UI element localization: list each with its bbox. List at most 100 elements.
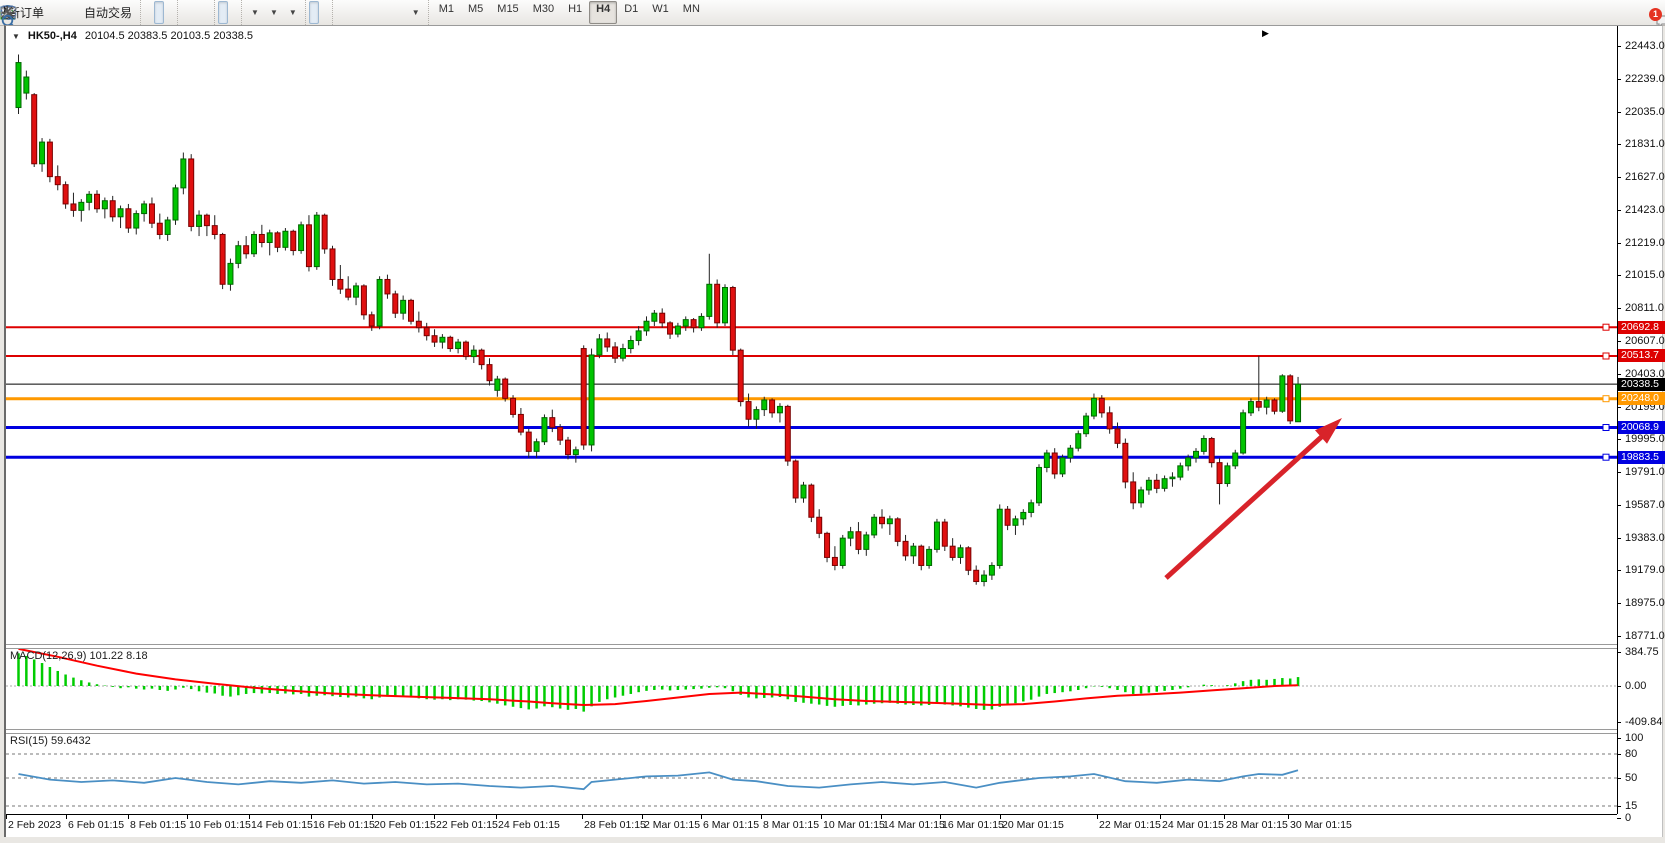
price-tick xyxy=(1617,144,1621,146)
candle-body-down xyxy=(125,208,132,229)
price-tick xyxy=(1617,111,1621,113)
candle-body-up xyxy=(298,224,305,252)
bar-chart-button[interactable] xyxy=(1,1,154,24)
zoom-out-button[interactable] xyxy=(1,1,201,24)
text-label-button[interactable]: T xyxy=(1,1,406,24)
hline-handle[interactable] xyxy=(1602,395,1610,403)
candle-body-down xyxy=(604,338,611,348)
timeframe-button-h1[interactable]: H1 xyxy=(568,3,583,15)
candle-body-down xyxy=(1287,375,1294,422)
equidistant-channel-button[interactable]: E xyxy=(1,1,376,24)
tile-windows-button[interactable] xyxy=(0,1,211,24)
candle-body-down xyxy=(345,288,352,298)
timeframe-button-m1[interactable]: M1 xyxy=(438,3,454,15)
rsi-pane[interactable] xyxy=(6,26,1617,814)
candle-body-up xyxy=(1247,401,1254,414)
timeframe-button-m5[interactable]: M5 xyxy=(468,3,484,15)
signals-button[interactable] xyxy=(0,1,79,24)
timeframe-button-m30[interactable]: M30 xyxy=(532,3,555,15)
timeframe-button-h4[interactable]: H4 xyxy=(589,1,618,24)
candle-body-down xyxy=(274,232,281,248)
timeframe-button-mn[interactable]: MN xyxy=(682,3,700,15)
time-tick xyxy=(249,815,250,819)
candle-body-down xyxy=(1255,401,1262,408)
zoom-in-button[interactable] xyxy=(1,1,191,24)
price-tick xyxy=(1617,373,1621,375)
candle-body-down xyxy=(965,547,972,571)
hline-handle[interactable] xyxy=(1602,453,1610,461)
vertical-line-button[interactable] xyxy=(6,1,346,24)
candle-body-up xyxy=(15,62,22,109)
time-axis[interactable]: 2 Feb 2023 6 Feb 01:15 8 Feb 01:15 10 Feb 0… xyxy=(6,814,1617,837)
toolbar-group-charttype xyxy=(1,0,177,25)
text-button[interactable]: A xyxy=(3,1,396,24)
candle-body-up xyxy=(1279,375,1286,412)
macd-tick xyxy=(1617,722,1621,724)
main-price-pane[interactable] xyxy=(6,26,1617,644)
timeframe-button-m15[interactable]: M15 xyxy=(497,3,519,15)
pane-separator[interactable] xyxy=(6,644,1617,649)
candle-body-down xyxy=(918,545,925,566)
candle-body-up xyxy=(800,484,807,499)
macd-tick-label: 0.00 xyxy=(1625,680,1647,692)
candle-body-up xyxy=(1200,438,1207,452)
macd-pane[interactable] xyxy=(6,26,1617,732)
price-tick-label: 22035.0 xyxy=(1625,105,1665,118)
hline-handle[interactable] xyxy=(1602,323,1610,331)
time-tick xyxy=(311,815,312,819)
horizontal-line-button[interactable] xyxy=(1,1,356,24)
candle-body-up xyxy=(141,203,148,215)
price-axis-line xyxy=(1617,26,1618,814)
collapse-arrow-icon[interactable]: ▼ xyxy=(12,31,20,41)
trendline-button[interactable] xyxy=(1,1,366,24)
chart-ohlc-readout: 20104.5 20383.5 20103.5 20338.5 xyxy=(84,30,254,42)
chart-window: ▼ HK50-,H4 20104.5 20383.5 20103.5 20338… xyxy=(4,25,1665,837)
candle-body-up xyxy=(117,208,124,218)
timeframe-button-d1[interactable]: D1 xyxy=(624,3,639,15)
chart-shift-button[interactable] xyxy=(2,1,238,24)
candle-body-up xyxy=(1240,412,1247,454)
chart-title-row: ▼ HK50-,H4 20104.5 20383.5 20103.5 20338… xyxy=(12,30,253,42)
hline-handle[interactable] xyxy=(1602,352,1610,360)
auto-trading-button[interactable]: 自动交易 xyxy=(0,1,137,24)
market-watch-button[interactable] xyxy=(0,1,59,24)
candle-body-down xyxy=(565,439,571,456)
hline-handle[interactable] xyxy=(1602,424,1610,431)
candle-body-down xyxy=(360,285,367,316)
chart-symbol-title: HK50-,H4 xyxy=(27,30,77,42)
candle-body-down xyxy=(525,431,532,452)
candle-body-down xyxy=(1122,442,1129,483)
periods-button[interactable]: ▼ xyxy=(1,1,283,24)
current-price-tag: 20338.5 xyxy=(1618,377,1665,391)
time-tick xyxy=(66,815,67,819)
macd-label: MACD(12,26,9) 101.22 8.18 xyxy=(10,650,148,662)
pane-separator[interactable] xyxy=(6,729,1617,734)
candle-body-up xyxy=(1067,447,1074,459)
auto-scroll-button[interactable] xyxy=(2,1,229,24)
terminal-button[interactable] xyxy=(1,1,69,24)
cursor-button[interactable] xyxy=(4,1,319,24)
rsi-tick-label: 50 xyxy=(1625,772,1638,784)
templates-button[interactable]: ▼ xyxy=(0,1,302,24)
trend-arrow-head[interactable] xyxy=(1315,418,1342,444)
candle-body-down xyxy=(486,364,493,382)
candlestick-chart-button[interactable] xyxy=(1,1,165,24)
line-chart-button[interactable] xyxy=(1,1,174,24)
add-indicator-button[interactable]: ▼ xyxy=(2,1,264,24)
crosshair-button[interactable] xyxy=(1,1,329,24)
price-tick-label: 19179.0 xyxy=(1625,564,1665,577)
candle-body-up xyxy=(674,325,681,335)
rsi-label: RSI(15) 59.6432 xyxy=(10,735,91,747)
price-tick xyxy=(1617,636,1621,637)
arrows-button[interactable]: ▼ xyxy=(3,1,425,24)
fibonacci-button[interactable]: F xyxy=(2,1,386,24)
time-tick xyxy=(1097,815,1098,819)
timeframe-button-w1[interactable]: W1 xyxy=(652,3,669,15)
candle-body-down xyxy=(879,516,885,525)
time-label: 8 Mar 01:15 xyxy=(763,819,820,831)
price-level-tag: 20692.8 xyxy=(1618,320,1665,334)
candle-body-up xyxy=(1161,478,1168,489)
trend-arrow-line[interactable] xyxy=(1164,429,1330,580)
candle-body-down xyxy=(1130,481,1137,504)
